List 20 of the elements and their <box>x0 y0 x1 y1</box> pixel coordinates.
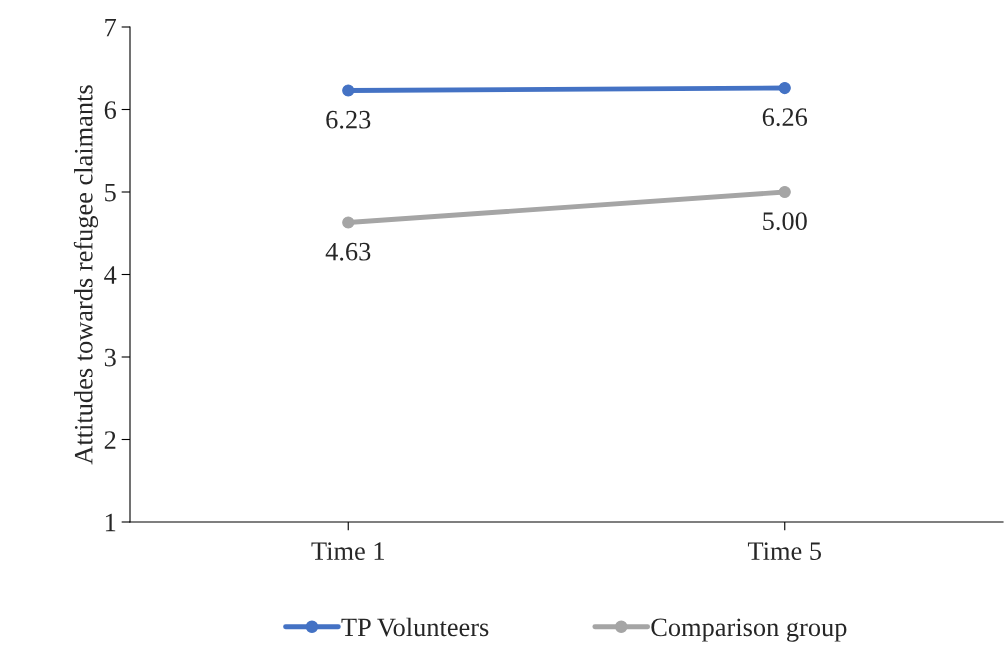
y-tick-label: 1 <box>105 513 116 532</box>
data-label: 5.00 <box>763 212 807 231</box>
y-tick-label: 6 <box>104 101 117 119</box>
data-label: 6.26 <box>762 108 808 127</box>
x-tick-label: Time 1 <box>311 542 384 561</box>
y-tick-label: 4 <box>104 266 117 284</box>
data-label: 6.23 <box>326 110 371 129</box>
y-axis-title: Attitudes towards refugee claimants <box>73 85 99 465</box>
x-tick-label: Time 5 <box>747 542 821 561</box>
point <box>778 81 791 95</box>
point <box>342 216 355 229</box>
y-tick-label: 7 <box>105 18 117 37</box>
legend-label: Comparison group <box>651 618 847 642</box>
point <box>778 185 791 199</box>
legend-label: TP Volunteers <box>341 617 489 637</box>
point <box>342 84 355 97</box>
y-tick-label: 2 <box>104 431 116 449</box>
y-tick-label: 5 <box>105 183 116 202</box>
data-label: 4.63 <box>325 242 371 261</box>
y-tick-label: 3 <box>104 348 116 367</box>
